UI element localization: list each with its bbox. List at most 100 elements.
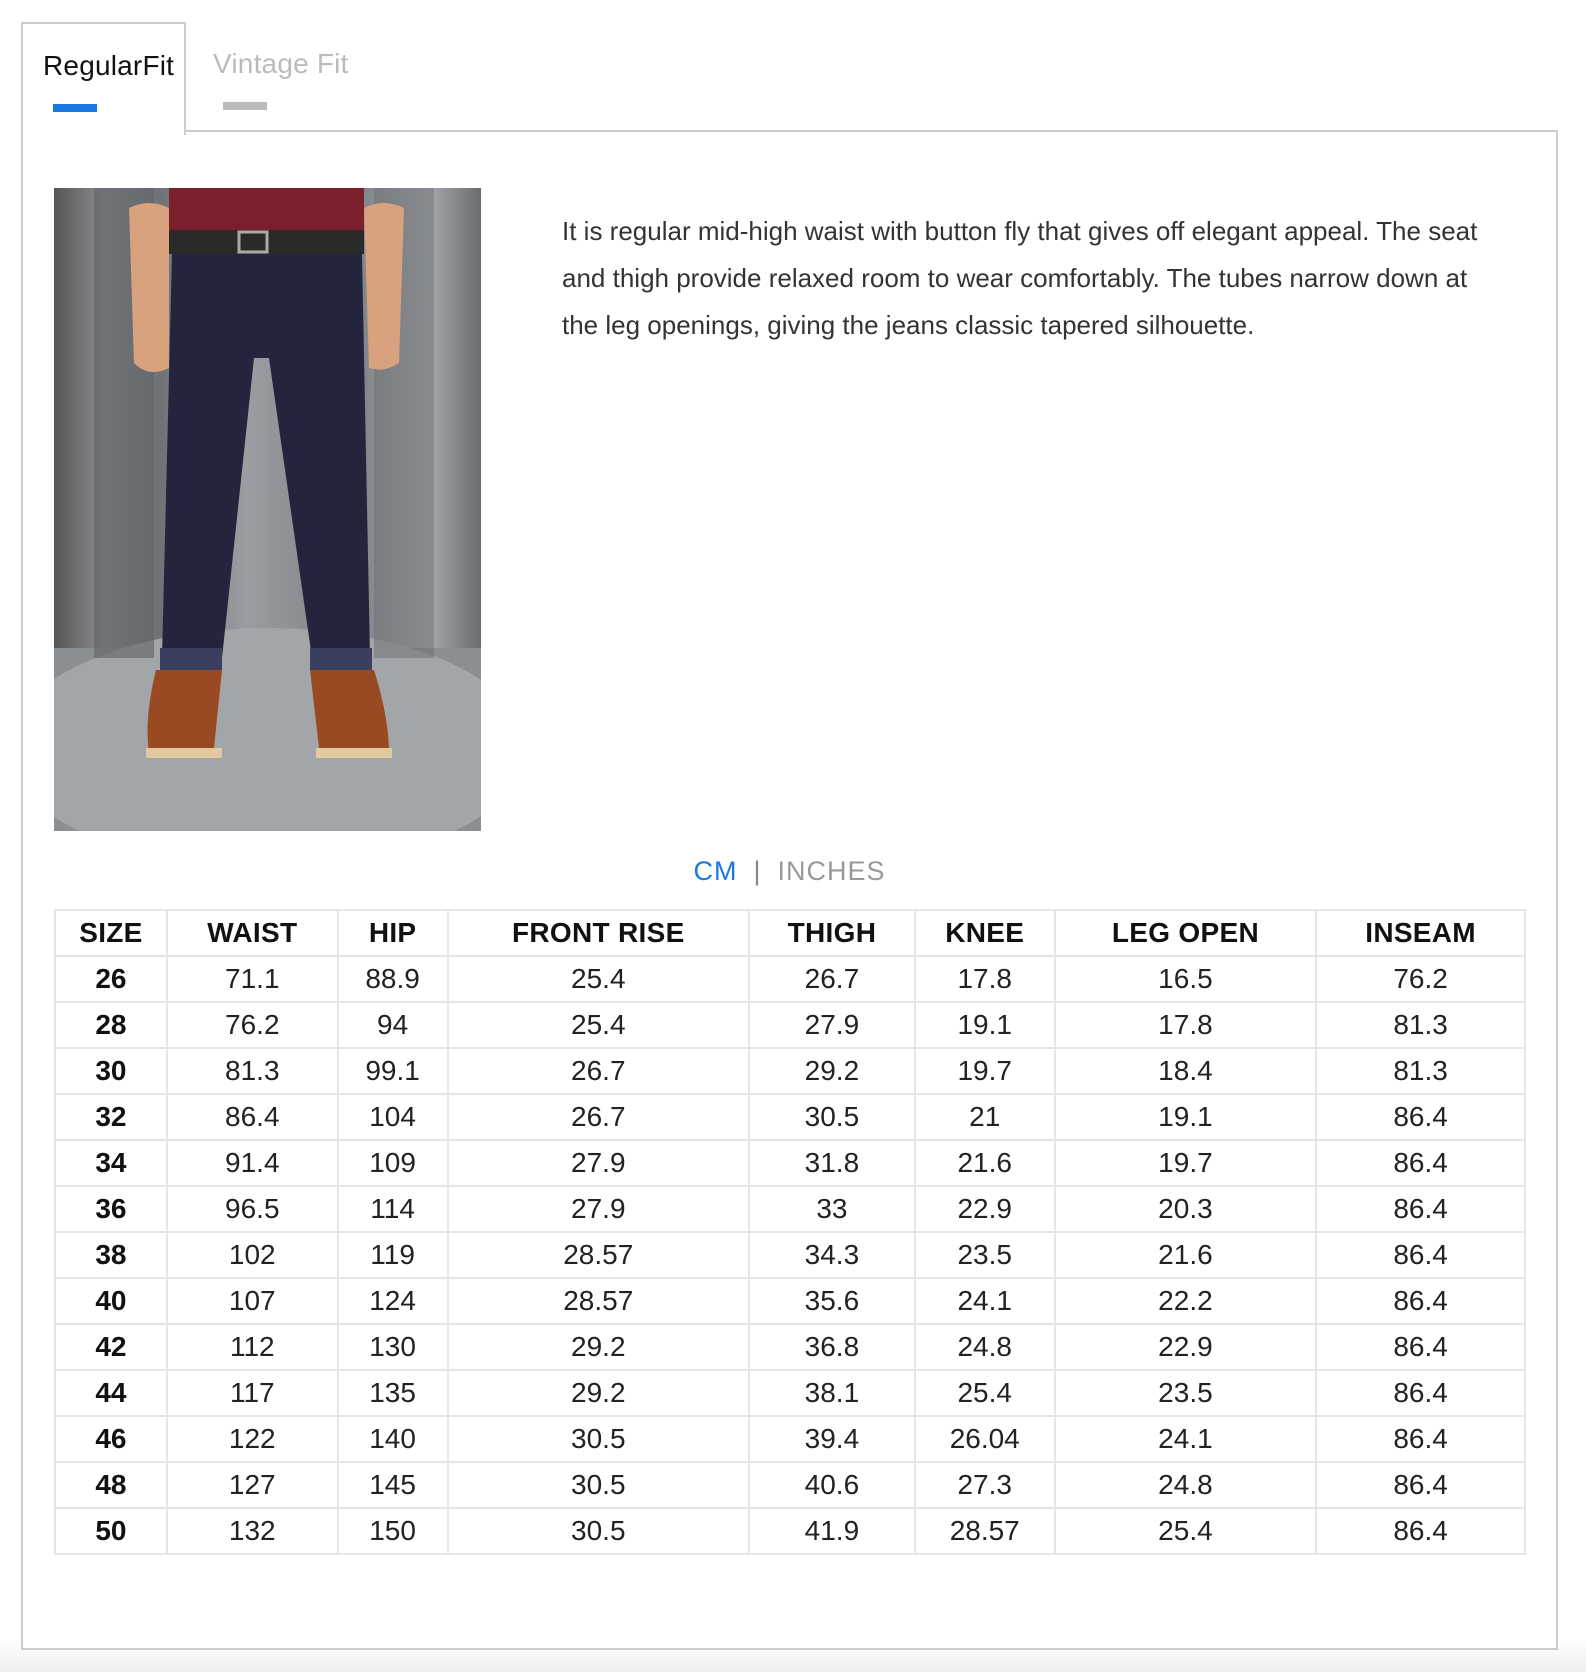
- table-row: 42 112 130 29.2 36.8 24.8 22.9 86.4: [54, 1323, 1526, 1371]
- table-row: 30 81.3 99.1 26.7 29.2 19.7 18.4 81.3: [54, 1047, 1526, 1095]
- column-header-thigh: THIGH: [748, 909, 916, 957]
- measurement-cell: 81.3: [165, 1047, 339, 1095]
- measurement-cell: 16.5: [1053, 955, 1318, 1003]
- measurement-cell: 28.57: [913, 1507, 1056, 1555]
- unit-toggle: CM | INCHES: [23, 856, 1556, 887]
- measurement-cell: 27.9: [446, 1139, 751, 1187]
- measurement-cell: 23.5: [913, 1231, 1056, 1279]
- measurement-cell: 19.1: [1053, 1093, 1318, 1141]
- column-header-hip: HIP: [336, 909, 449, 957]
- product-photo: [54, 188, 481, 831]
- measurement-cell: 17.8: [913, 955, 1056, 1003]
- measurement-cell: 17.8: [1053, 1001, 1318, 1049]
- measurement-cell: 24.8: [913, 1323, 1056, 1371]
- measurement-cell: 19.1: [913, 1001, 1056, 1049]
- column-header-waist: WAIST: [165, 909, 339, 957]
- table-row: 38 102 119 28.57 34.3 23.5 21.6 86.4: [54, 1231, 1526, 1279]
- fit-panel: It is regular mid-high waist with button…: [21, 130, 1558, 1650]
- fit-tabs: RegularFit Vintage Fit: [21, 22, 1556, 135]
- measurement-cell: 29.2: [748, 1047, 916, 1095]
- measurement-cell: 86.4: [1315, 1139, 1526, 1187]
- table-row: 32 86.4 104 26.7 30.5 21 19.1 86.4: [54, 1093, 1526, 1141]
- measurement-cell: 135: [336, 1369, 449, 1417]
- measurement-cell: 112: [165, 1323, 339, 1371]
- measurement-cell: 26.04: [913, 1415, 1056, 1463]
- table-row: 48 127 145 30.5 40.6 27.3 24.8 86.4: [54, 1461, 1526, 1509]
- tab-label: Vintage Fit: [213, 48, 349, 79]
- measurement-cell: 76.2: [165, 1001, 339, 1049]
- measurement-cell: 25.4: [1053, 1507, 1318, 1555]
- measurement-cell: 28.57: [446, 1277, 751, 1325]
- size-cell: 48: [54, 1461, 168, 1509]
- column-header-front-rise: FRONT RISE: [446, 909, 751, 957]
- measurement-cell: 94: [336, 1001, 449, 1049]
- measurement-cell: 27.3: [913, 1461, 1056, 1509]
- size-cell: 36: [54, 1185, 168, 1233]
- measurement-cell: 36.8: [748, 1323, 916, 1371]
- measurement-cell: 24.8: [1053, 1461, 1318, 1509]
- table-row: 36 96.5 114 27.9 33 22.9 20.3 86.4: [54, 1185, 1526, 1233]
- measurement-cell: 21.6: [913, 1139, 1056, 1187]
- size-chart-table: SIZE WAIST HIP FRONT RISE THIGH KNEE LEG OPEN I…: [54, 909, 1526, 1555]
- measurement-cell: 30.5: [446, 1461, 751, 1509]
- measurement-cell: 107: [165, 1277, 339, 1325]
- tab-regular-fit[interactable]: RegularFit: [21, 22, 186, 135]
- size-cell: 28: [54, 1001, 168, 1049]
- size-cell: 40: [54, 1277, 168, 1325]
- measurement-cell: 86.4: [1315, 1369, 1526, 1417]
- measurement-cell: 150: [336, 1507, 449, 1555]
- measurement-cell: 23.5: [1053, 1369, 1318, 1417]
- measurement-cell: 71.1: [165, 955, 339, 1003]
- measurement-cell: 86.4: [1315, 1277, 1526, 1325]
- size-cell: 50: [54, 1507, 168, 1555]
- measurement-cell: 41.9: [748, 1507, 916, 1555]
- measurement-cell: 86.4: [1315, 1231, 1526, 1279]
- measurement-cell: 25.4: [913, 1369, 1056, 1417]
- measurement-cell: 122: [165, 1415, 339, 1463]
- measurement-cell: 24.1: [1053, 1415, 1318, 1463]
- tab-indicator: [223, 102, 267, 110]
- measurement-cell: 22.9: [1053, 1323, 1318, 1371]
- size-cell: 34: [54, 1139, 168, 1187]
- size-cell: 30: [54, 1047, 168, 1095]
- measurement-cell: 25.4: [446, 1001, 751, 1049]
- measurement-cell: 26.7: [748, 955, 916, 1003]
- measurement-cell: 28.57: [446, 1231, 751, 1279]
- tab-vintage-fit[interactable]: Vintage Fit: [213, 22, 373, 132]
- measurement-cell: 26.7: [446, 1093, 751, 1141]
- measurement-cell: 86.4: [1315, 1507, 1526, 1555]
- measurement-cell: 30.5: [446, 1415, 751, 1463]
- tab-label: RegularFit: [43, 50, 175, 81]
- measurement-cell: 91.4: [165, 1139, 339, 1187]
- measurement-cell: 30.5: [446, 1507, 751, 1555]
- measurement-cell: 86.4: [1315, 1185, 1526, 1233]
- measurement-cell: 30.5: [748, 1093, 916, 1141]
- measurement-cell: 22.9: [913, 1185, 1056, 1233]
- measurement-cell: 99.1: [336, 1047, 449, 1095]
- column-header-leg-open: LEG OPEN: [1053, 909, 1318, 957]
- measurement-cell: 40.6: [748, 1461, 916, 1509]
- table-row: 26 71.1 88.9 25.4 26.7 17.8 16.5 76.2: [54, 955, 1526, 1003]
- column-header-knee: KNEE: [913, 909, 1056, 957]
- measurement-cell: 26.7: [446, 1047, 751, 1095]
- size-cell: 38: [54, 1231, 168, 1279]
- measurement-cell: 81.3: [1315, 1047, 1526, 1095]
- unit-inches-button[interactable]: INCHES: [777, 856, 886, 886]
- size-cell: 32: [54, 1093, 168, 1141]
- table-row: 50 132 150 30.5 41.9 28.57 25.4 86.4: [54, 1507, 1526, 1555]
- unit-cm-button[interactable]: CM: [693, 856, 738, 886]
- size-cell: 46: [54, 1415, 168, 1463]
- measurement-cell: 127: [165, 1461, 339, 1509]
- measurement-cell: 124: [336, 1277, 449, 1325]
- measurement-cell: 102: [165, 1231, 339, 1279]
- size-cell: 26: [54, 955, 168, 1003]
- measurement-cell: 114: [336, 1185, 449, 1233]
- measurement-cell: 109: [336, 1139, 449, 1187]
- measurement-cell: 38.1: [748, 1369, 916, 1417]
- unit-separator: |: [753, 856, 762, 886]
- measurement-cell: 96.5: [165, 1185, 339, 1233]
- measurement-cell: 145: [336, 1461, 449, 1509]
- measurement-cell: 31.8: [748, 1139, 916, 1187]
- measurement-cell: 117: [165, 1369, 339, 1417]
- measurement-cell: 39.4: [748, 1415, 916, 1463]
